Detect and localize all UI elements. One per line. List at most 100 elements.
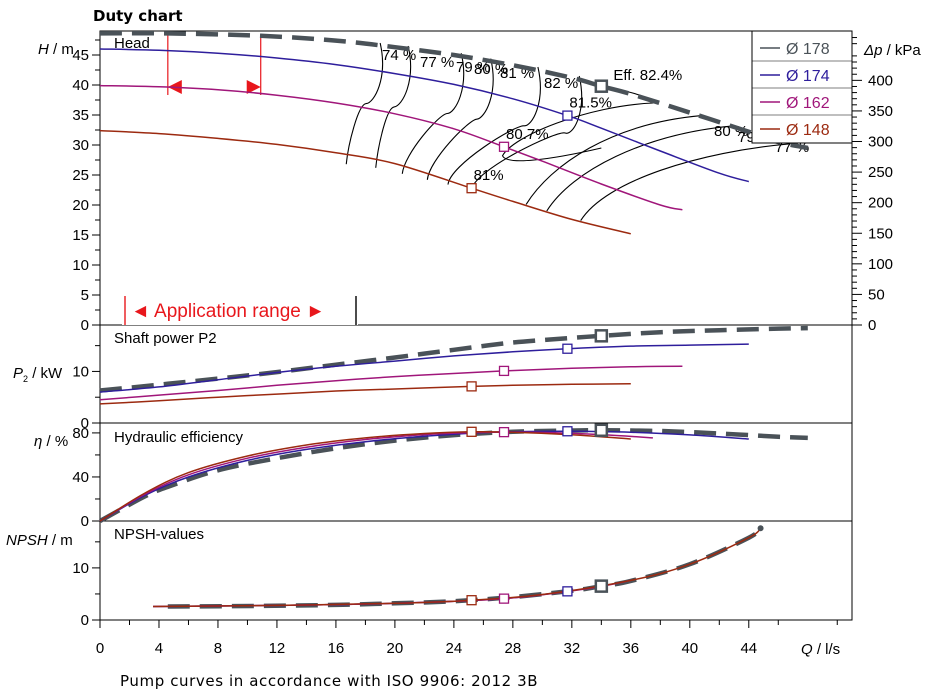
- iso-efficiency-line: [546, 125, 735, 212]
- head-panel-title: Head: [114, 35, 150, 52]
- efficiency-y-tick-label: 40: [72, 469, 89, 486]
- efficiency-curve-d162: [99, 431, 653, 522]
- head-y-tick-label: 15: [72, 227, 89, 244]
- kpa-tick-label: 400: [868, 72, 893, 89]
- head-y-tick-label: 35: [72, 107, 89, 124]
- npsh-bep-marker: [562, 586, 573, 597]
- head-bep-label: 81.5%: [569, 95, 612, 112]
- iso-efficiency-curves: 74 %77 %79 %80 %81 %82 %80 %79 %77 %: [345, 42, 809, 221]
- kpa-tick-label: 300: [868, 134, 893, 151]
- npsh-panel-title: NPSH-values: [114, 526, 204, 543]
- iso-efficiency-line: [447, 66, 541, 185]
- npsh-end-dot: [757, 525, 764, 532]
- npsh-y-tick-label: 10: [72, 560, 89, 577]
- power-bep-marker: [466, 381, 477, 392]
- npsh-curve-d178: [167, 526, 763, 609]
- x-tick-label: 16: [328, 640, 345, 657]
- head-y-axis-label: H / m: [38, 41, 74, 58]
- kpa-tick-label: 50: [868, 286, 885, 303]
- power-curve-d174: [99, 343, 749, 393]
- x-tick-label: 32: [563, 640, 580, 657]
- iso-efficiency-line: [471, 75, 583, 191]
- x-tick-label: 40: [681, 640, 698, 657]
- iso-efficiency-label: 80 %: [474, 61, 508, 78]
- head-y-tick-label: 0: [81, 317, 89, 334]
- iso-efficiency-label: 82 %: [544, 75, 578, 92]
- kpa-tick-label: 350: [868, 103, 893, 120]
- efficiency-curve-d178: [98, 427, 808, 523]
- kpa-tick-label: 250: [868, 164, 893, 181]
- x-tick-label: 28: [505, 640, 522, 657]
- legend: Ø 178 Ø 174 Ø 162 Ø 148: [751, 30, 853, 144]
- x-tick-label: 44: [740, 640, 757, 657]
- head-bep-marker: [466, 183, 477, 194]
- chart-footer: Pump curves in accordance with ISO 9906:…: [120, 672, 538, 690]
- kpa-tick-label: 150: [868, 225, 893, 242]
- kpa-tick-label: 0: [868, 317, 876, 334]
- iso-efficiency-line: [580, 143, 791, 221]
- power-bep-marker: [498, 365, 510, 377]
- head-y-tick-label: 40: [72, 77, 89, 94]
- app-range-label-bg: [122, 294, 358, 325]
- npsh-y-axis-label: NPSH / m: [6, 532, 73, 549]
- head-y-tick-label: 25: [72, 167, 89, 184]
- iso-efficiency-line: [345, 42, 384, 165]
- head-y-tick-label: 5: [81, 287, 89, 304]
- x-tick-label: 12: [269, 640, 286, 657]
- app-range-arrow-right: [246, 80, 261, 94]
- power-bep-marker: [594, 329, 609, 343]
- power-curve-d162: [99, 365, 683, 401]
- x-tick-label: 20: [387, 640, 404, 657]
- iso-efficiency-line: [525, 115, 702, 205]
- head-bep-marker: [498, 141, 510, 152]
- x-tick-label: 36: [622, 640, 639, 657]
- x-tick-label: 8: [214, 640, 222, 657]
- head-y-tick-label: 45: [72, 47, 89, 64]
- npsh-bep-marker: [498, 593, 510, 604]
- iso-efficiency-label: 77 %: [420, 54, 454, 71]
- head-curve-d148: [99, 129, 631, 235]
- efficiency-y-tick-label: 0: [81, 513, 89, 530]
- efficiency-y-tick-label: 80: [72, 425, 89, 442]
- efficiency-bep-marker: [594, 423, 609, 438]
- legend-label: Ø 174: [786, 68, 830, 85]
- power-y-tick-label: 0: [81, 415, 89, 432]
- head-curve-d178: [99, 30, 809, 151]
- pressure-axis-label: Δp / kPa: [863, 42, 921, 59]
- legend-label: Ø 162: [786, 95, 830, 112]
- bep-markers: Eff. 82.4%81.5% 80.7% 81%: [466, 67, 764, 606]
- kpa-tick-label: 200: [868, 195, 893, 212]
- head-bep-label: 80.7%: [506, 126, 549, 143]
- app-range-label: ◄ Application range ►: [131, 301, 325, 322]
- legend-label: Ø 178: [786, 41, 830, 58]
- head-bep-label: Eff. 82.4%: [613, 67, 682, 84]
- efficiency-panel-title: Hydraulic efficiency: [114, 429, 243, 446]
- application-range: ◄ Application range ►: [122, 33, 358, 325]
- npsh-y-tick-label: 0: [81, 612, 89, 629]
- iso-efficiency-line: [426, 58, 494, 180]
- series-curves: [98, 30, 809, 609]
- head-y-tick-label: 10: [72, 257, 89, 274]
- power-y-axis-label: P2 / kW: [13, 365, 63, 384]
- efficiency-curve-d174: [99, 430, 749, 522]
- power-curve-d148: [99, 383, 631, 405]
- head-curve-d162: [99, 84, 683, 211]
- legend-box: [751, 30, 853, 144]
- efficiency-curve-d148: [99, 430, 631, 522]
- iso-efficiency-label: 79 %: [456, 59, 490, 76]
- efficiency-bep-marker: [466, 426, 477, 437]
- npsh-curve-d148: [153, 527, 762, 608]
- x-tick-label: 4: [155, 640, 163, 657]
- x-axis-label: Q / l/s: [801, 641, 840, 658]
- axis-ticks: 0 4 8 12 16 20 24 28 32 36 40 44 0 5 10 15 20 25 30 35 40 45 0…: [72, 37, 893, 657]
- iso-efficiency-line: [375, 45, 412, 168]
- head-y-tick-label: 30: [72, 137, 89, 154]
- kpa-tick-label: 100: [868, 256, 893, 273]
- efficiency-y-axis-label: η / %: [34, 433, 68, 450]
- iso-efficiency-label: 74 %: [382, 47, 416, 64]
- head-bep-marker: [562, 110, 573, 121]
- x-tick-label: 24: [446, 640, 463, 657]
- power-bep-marker: [562, 343, 573, 354]
- chart-title: Duty chart: [93, 7, 183, 25]
